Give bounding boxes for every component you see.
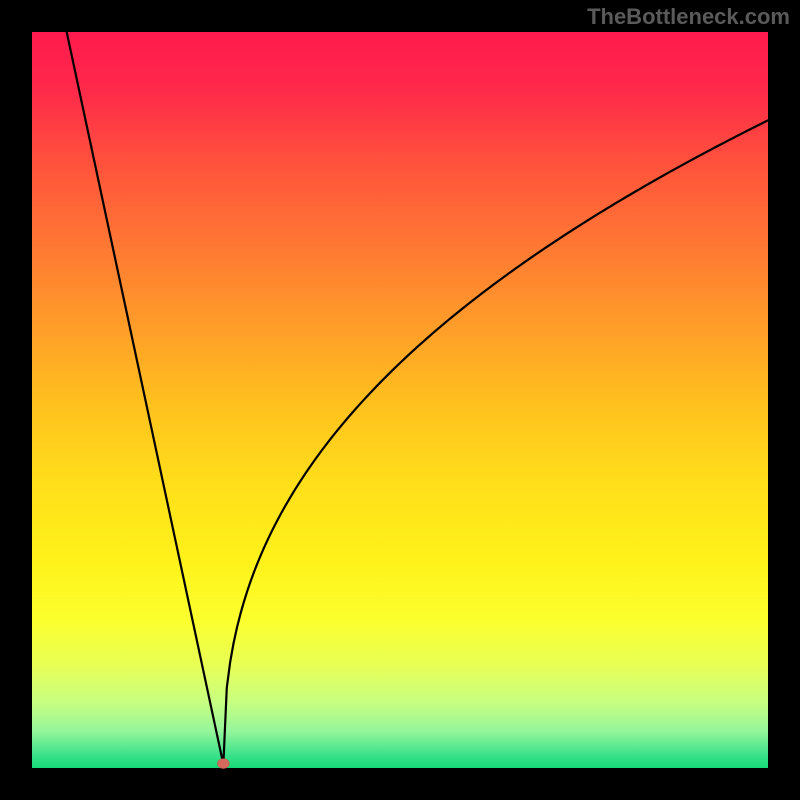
chart-frame: TheBottleneck.com [0, 0, 800, 800]
chart-svg [0, 0, 800, 800]
plot-background [32, 32, 768, 768]
optimal-point-marker [217, 759, 229, 769]
watermark-text: TheBottleneck.com [587, 4, 790, 30]
